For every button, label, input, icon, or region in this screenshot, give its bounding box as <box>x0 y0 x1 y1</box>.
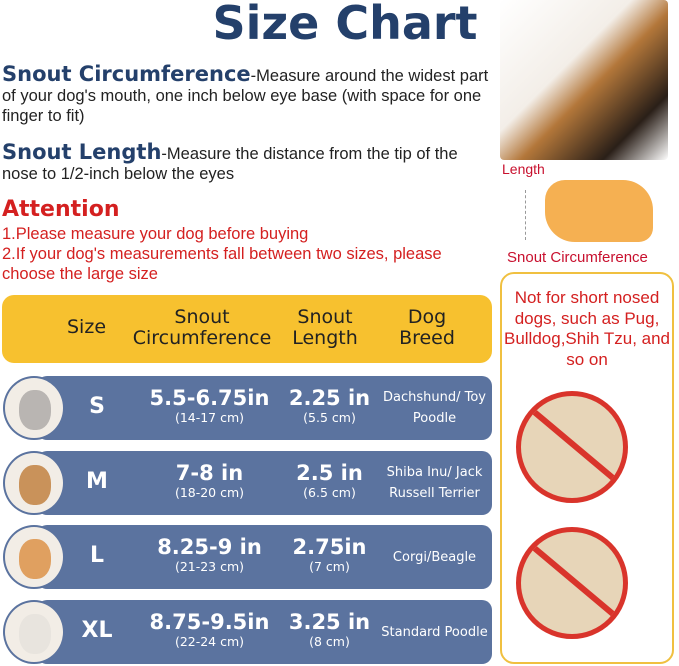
snout-length-heading: Snout Length <box>2 140 162 164</box>
breed-cell: Shiba Inu/ Jack Russell Terrier <box>386 465 483 501</box>
length-cell: 2.5 in (6.5 cm) <box>296 461 363 500</box>
length-cell: 2.25 in (5.5 cm) <box>288 386 371 425</box>
size-cell: XL <box>81 618 113 643</box>
table-row: S 5.5-6.75in (14-17 cm) 2.25 in (5.5 cm) D… <box>3 376 492 440</box>
snout-length-text: -Measure the distance from the tip of th… <box>2 145 458 183</box>
dog-avatar <box>3 600 65 664</box>
breed-cell: Corgi/Beagle <box>392 549 477 565</box>
no-bulldog-icon <box>516 527 628 639</box>
attention-line: 1.Please measure your dog before buying <box>2 225 309 243</box>
snout-length-section: Snout Length-Measure the distance from t… <box>2 142 492 184</box>
attention-line: 2.If your dog's measurements fall betwee… <box>2 245 442 283</box>
circumference-cell: 7-8 in (18-20 cm) <box>174 461 245 500</box>
circumference-cell: 5.5-6.75in (14-17 cm) <box>149 386 270 425</box>
attention-heading: Attention <box>2 197 120 222</box>
page-title: Size Chart <box>212 0 478 50</box>
attention-section: Attention 1.Please measure your dog befo… <box>2 196 492 284</box>
dog-avatar <box>3 525 65 589</box>
warning-box: Not for short nosed dogs, such as Pug, B… <box>500 272 674 664</box>
warning-text: Not for short nosed dogs, such as Pug, B… <box>503 288 671 369</box>
muzzle-image <box>545 180 653 242</box>
size-cell: S <box>89 394 105 419</box>
header-breed: Dog Breed <box>399 306 455 349</box>
size-cell: M <box>86 469 108 494</box>
size-cell: L <box>89 543 105 568</box>
length-cell: 2.75in (7 cm) <box>292 535 367 574</box>
no-pug-icon <box>516 391 628 503</box>
dog-avatar <box>3 451 65 515</box>
table-row: L 8.25-9 in (21-23 cm) 2.75in (7 cm) Corgi… <box>3 525 492 589</box>
circumference-cell: 8.75-9.5in (22-24 cm) <box>149 610 270 649</box>
length-arrow <box>525 190 526 240</box>
length-label: Length <box>502 161 545 177</box>
circumference-label: Snout Circumference <box>507 249 648 266</box>
dog-avatar <box>3 376 65 440</box>
header-length: Snout Length <box>292 306 358 349</box>
beagle-photo <box>500 0 668 160</box>
circumference-cell: 8.25-9 in (21-23 cm) <box>157 535 262 574</box>
snout-circumference-section: Snout Circumference-Measure around the w… <box>2 64 492 126</box>
length-cell: 3.25 in (8 cm) <box>288 610 371 649</box>
snout-circumference-heading: Snout Circumference <box>2 62 251 86</box>
header-size: Size <box>67 316 107 338</box>
snout-circumference-text: -Measure around the widest part of your … <box>2 67 489 125</box>
table-header: Size Snout Circumference Snout Length Dog B… <box>2 295 492 363</box>
header-circumference: Snout Circumference <box>132 306 272 349</box>
breed-cell: Dachshund/ Toy Poodle <box>383 390 486 426</box>
table-row: XL 8.75-9.5in (22-24 cm) 3.25 in (8 cm) St… <box>3 600 492 664</box>
breed-cell: Standard Poodle <box>381 624 488 640</box>
table-row: M 7-8 in (18-20 cm) 2.5 in (6.5 cm) Shiba … <box>3 451 492 515</box>
